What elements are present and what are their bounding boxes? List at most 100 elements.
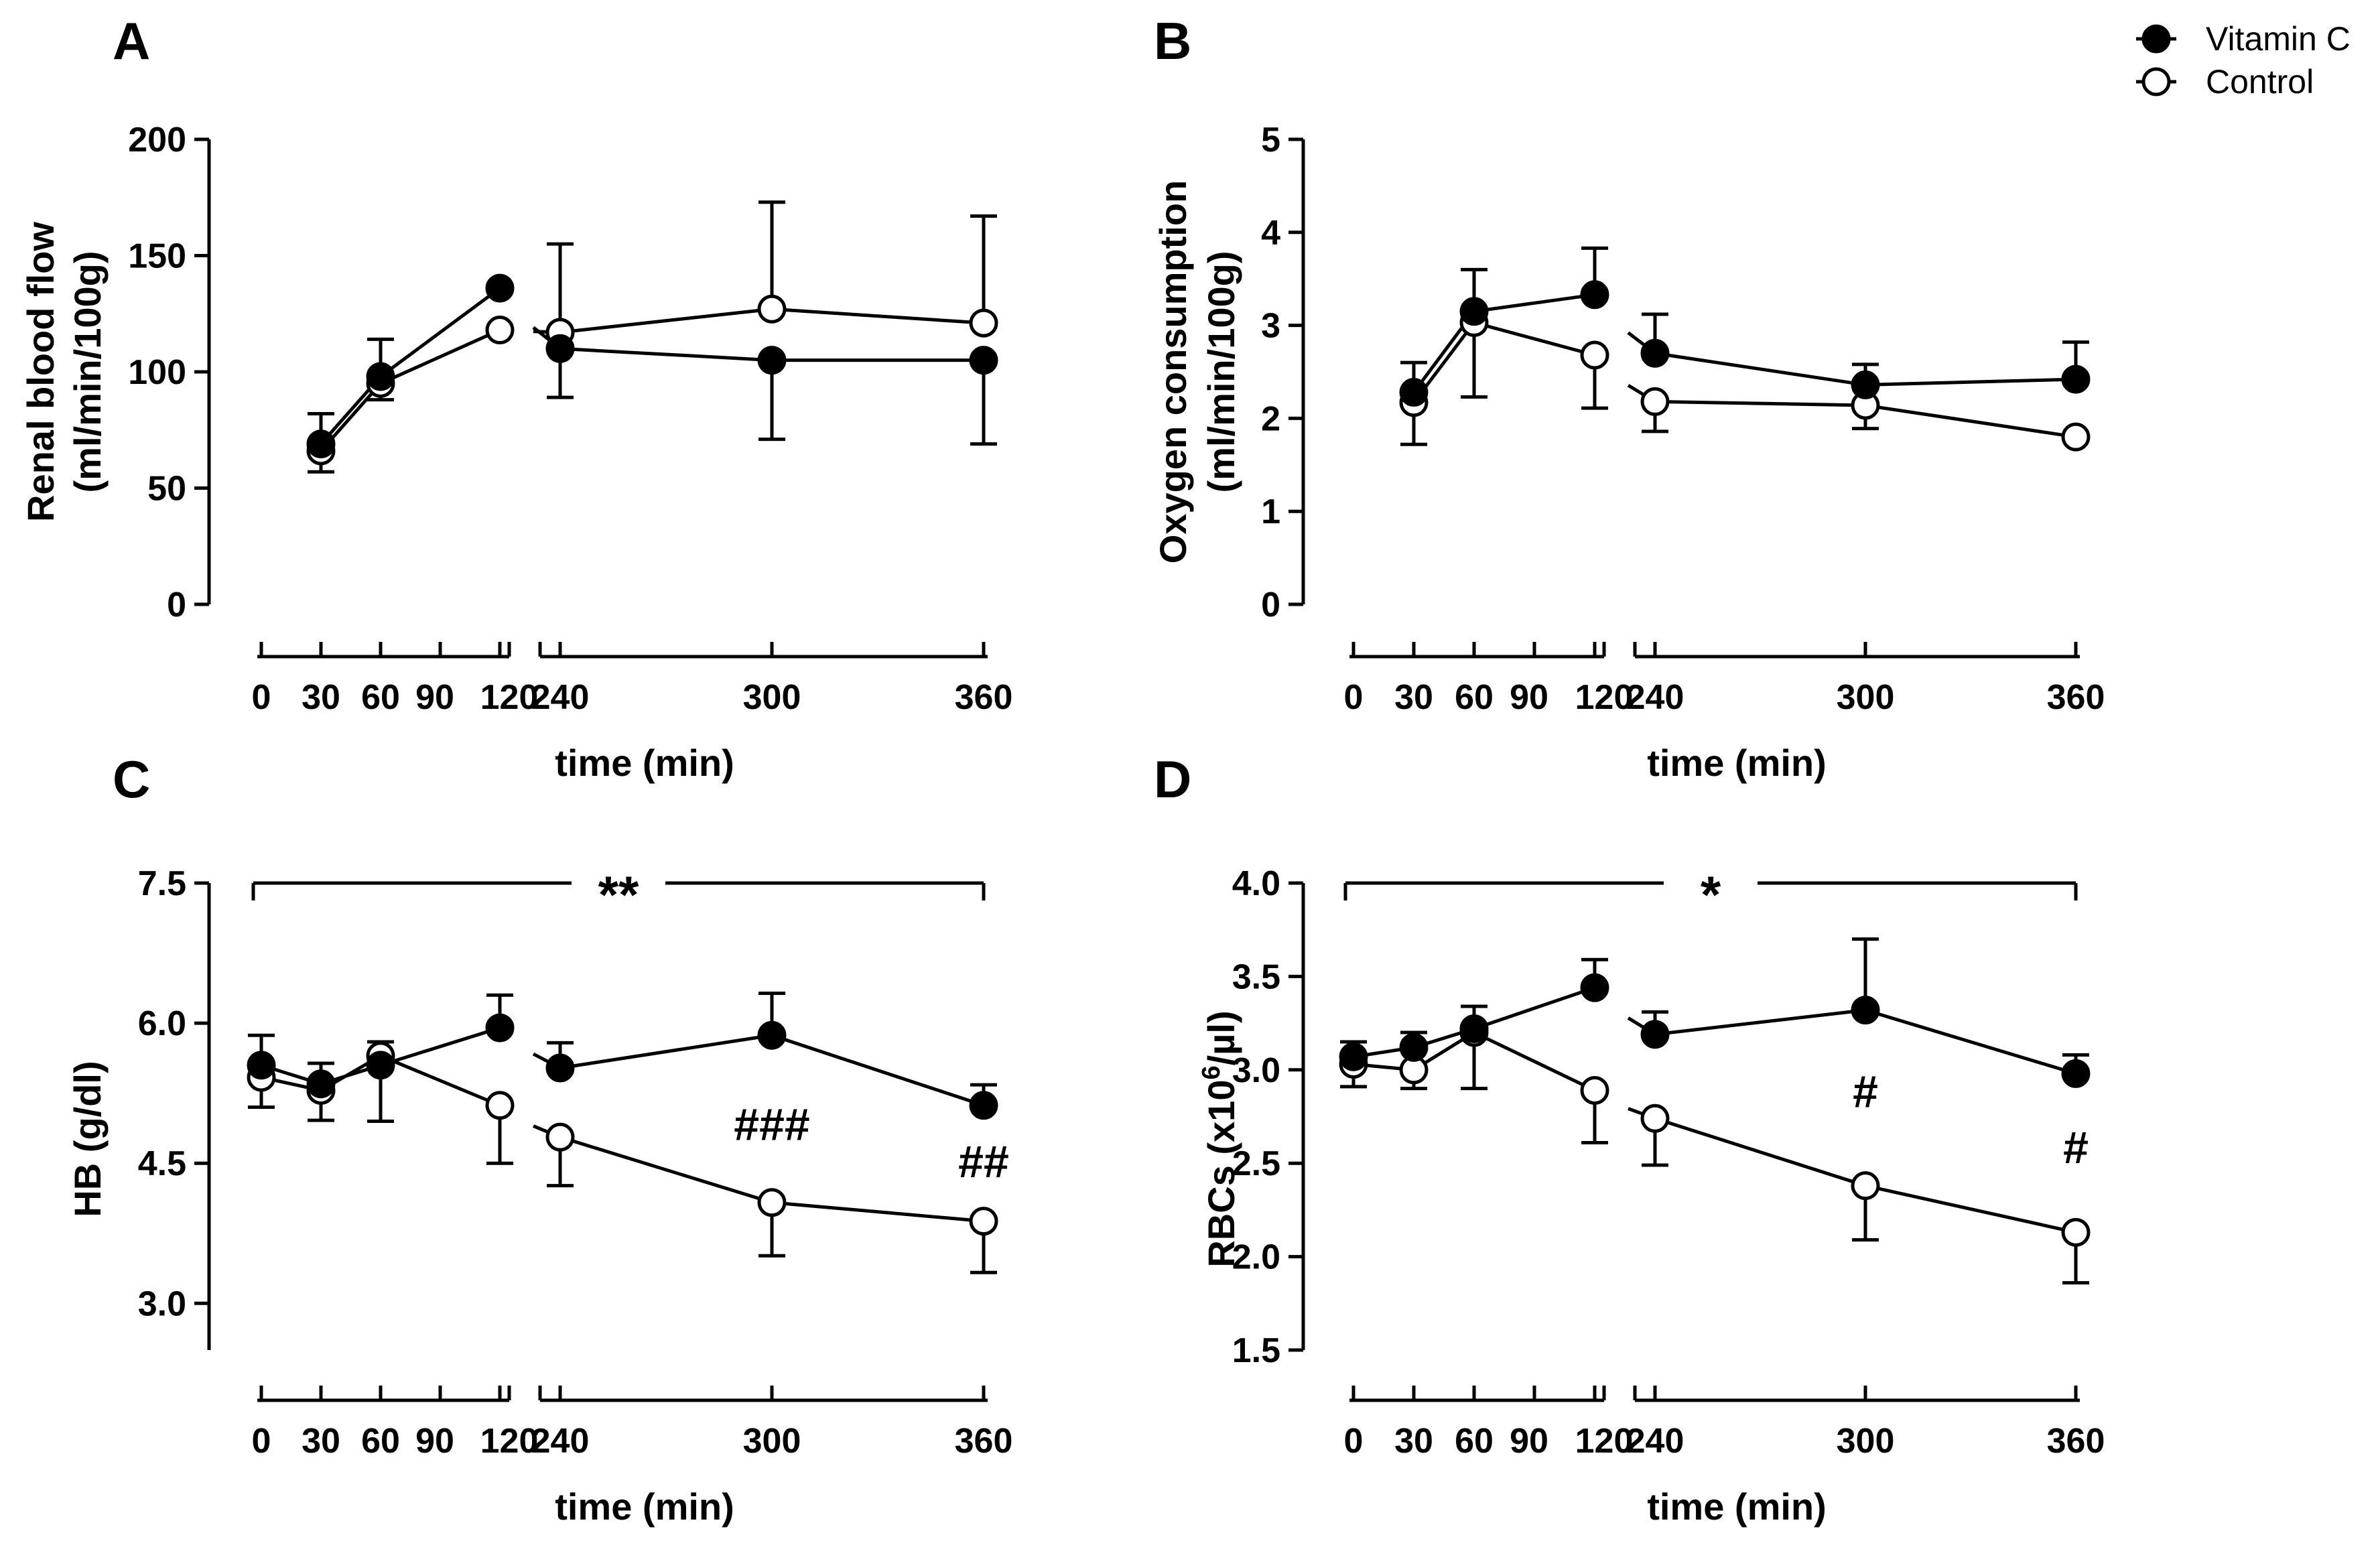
panel-d-series-control-line-early [1353,1030,1596,1092]
panel-d-x-tick-label: 90 [1510,1422,1548,1461]
panel-c-series-control-line-late [533,1124,984,1223]
panel-d-x-tick-label: 120 [1575,1422,1634,1461]
panel-c-series-control-point [545,1122,575,1152]
panel-a-series-control-point [969,308,998,338]
panel-b-series-vitamin-c-point [1580,280,1609,310]
panel-d-series-vitamin-c-line-early [1353,986,1595,1059]
legend-marker-control [2141,67,2171,96]
panel-b-x-tick-label: 30 [1394,678,1433,717]
panel-a-y-tick-label: 50 [147,470,186,509]
panel-b-series-vitamin-c-point [1640,338,1670,368]
panel-a-x-tick-label: 360 [955,678,1013,717]
panel-b-series-vitamin-c-point [1851,370,1880,399]
panel-a-series-vitamin-c-point [545,334,575,363]
panel-a-x-tick-label: 240 [531,678,590,717]
panel-d-y-tick-label: 3.0 [1232,1051,1280,1090]
panel-c-significance-label: ** [598,865,639,924]
panel-c-y-tick-label: 6.0 [138,1004,186,1043]
panel-b-y-tick-label: 0 [1261,586,1280,624]
panel-c-series-vitamin-c-point [366,1051,395,1080]
panel-d-annotation: # [2063,1122,2089,1173]
panel-c-series-vitamin-c-point [306,1069,336,1099]
panel-d-series-vitamin-c-point [1399,1032,1429,1062]
panel-a-x-title: time (min) [555,742,734,784]
panel-c-annotation: ### [734,1099,809,1150]
panel-b-y-tick-label: 2 [1261,399,1280,438]
panel-c-x-tick-label: 30 [302,1422,340,1461]
panel-b-series-vitamin-c [1400,246,2089,394]
panel-c-series-vitamin-c-point [757,1020,787,1050]
panel-a-y-tick-label: 100 [128,353,186,392]
panel-d-series-vitamin-c-point [2061,1059,2091,1088]
panel-d-series-vitamin-c-point [1851,996,1880,1025]
panel-d-letter: D [1154,750,1191,809]
panel-b-x-tick-label: 120 [1575,678,1634,717]
panel-c-series-control-line-early [261,1054,501,1108]
panel-b-x-tick-label: 90 [1510,678,1548,717]
panel-c-x-tick-label: 90 [415,1422,454,1461]
panel-d-y-tick-label: 2.5 [1232,1144,1280,1183]
panel-a-series-vitamin-c [308,287,997,446]
panel-c-annotation: ## [958,1136,1009,1187]
panel-d-series-vitamin-c-point [1339,1042,1368,1071]
panel-a-series-vitamin-c-point [485,273,515,303]
panel-c-x-tick-label: 0 [252,1422,271,1461]
legend-label-control: Control [2206,63,2314,100]
panel-a-series-control-point [485,316,515,345]
panel-b-letter: B [1154,11,1191,70]
panel-a-y-tick-label: 0 [167,586,186,624]
panel-c-y-tick-label: 4.5 [138,1144,186,1183]
panel-d-x-tick-label: 360 [2047,1422,2105,1461]
panel-a-series-control-line-early [320,328,501,452]
panel-a-x-tick-label: 120 [480,678,539,717]
panel-b-x-tick-label: 60 [1455,678,1494,717]
panel-b-y-tick-label: 3 [1261,307,1280,346]
panel-c-series-vitamin-c-point [485,1013,515,1043]
panel-c-series-control-point [757,1188,787,1217]
panel-a-series-vitamin-c-point [366,362,395,391]
panel-b-series-control-line-late [1627,383,2076,439]
panel-a-x-tick-label: 300 [743,678,801,717]
panel-a-y-title-line: (ml/min/100g) [66,251,109,493]
panel-d-x-title: time (min) [1647,1485,1827,1528]
panel-d-x-tick-label: 60 [1455,1422,1494,1461]
panel-b-series-control-line-early [1412,320,1595,404]
panel-c-letter: C [113,750,150,809]
panel-b-x-title: time (min) [1647,742,1827,784]
panel-a-x-tick-label: 30 [302,678,340,717]
panel-d-y-title-part3: /µl) [1200,1010,1242,1065]
panel-a-series-vitamin-c-point [306,429,336,459]
panel-b-y-tick-label: 4 [1261,214,1280,253]
panel-d-series-control-point [1580,1075,1609,1105]
panel-b-x-tick-label: 0 [1344,678,1364,717]
legend-label-vitamin-c: Vitamin C [2206,20,2351,58]
panel-c-series-control-point [969,1207,998,1236]
panel-a-series-vitamin-c-line-late [532,326,984,362]
panel-d-x-tick-label: 300 [1837,1422,1895,1461]
panel-b-y-title-line: Oxygen consumption [1152,180,1194,564]
panel-a-letter: A [113,11,150,70]
panel-d-x-tick-label: 0 [1344,1422,1364,1461]
panel-d-y-title-part1: RBCs (x10 [1200,1080,1242,1268]
panel-c-x-tick-label: 240 [531,1422,590,1461]
panel-b-series-vitamin-c-line-late [1627,331,2076,387]
panel-d-y-tick-label: 2.0 [1232,1238,1280,1277]
legend-marker-vitamin-c [2141,24,2171,54]
panel-a-x-tick-label: 90 [415,678,454,717]
panel-c-x-tick-label: 60 [361,1422,400,1461]
panel-d-annotation: # [1853,1067,1878,1118]
panel-c-series-vitamin-c [248,991,997,1123]
panel-d-series-vitamin-c [1340,937,2089,1075]
panel-c-x-tick-label: 120 [480,1422,539,1461]
panel-d-series-control-point [1640,1103,1670,1133]
panel-c-x-tick-label: 360 [955,1422,1013,1461]
panel-c-y-tick-label: 3.0 [138,1284,186,1323]
panel-a-x-tick-label: 60 [361,678,400,717]
panel-c-series-vitamin-c-point [545,1053,575,1083]
panel-a-series-control [308,200,997,474]
panel-b-series-control-point [1640,387,1670,416]
panel-c-series-vitamin-c-line-late [532,1033,984,1108]
